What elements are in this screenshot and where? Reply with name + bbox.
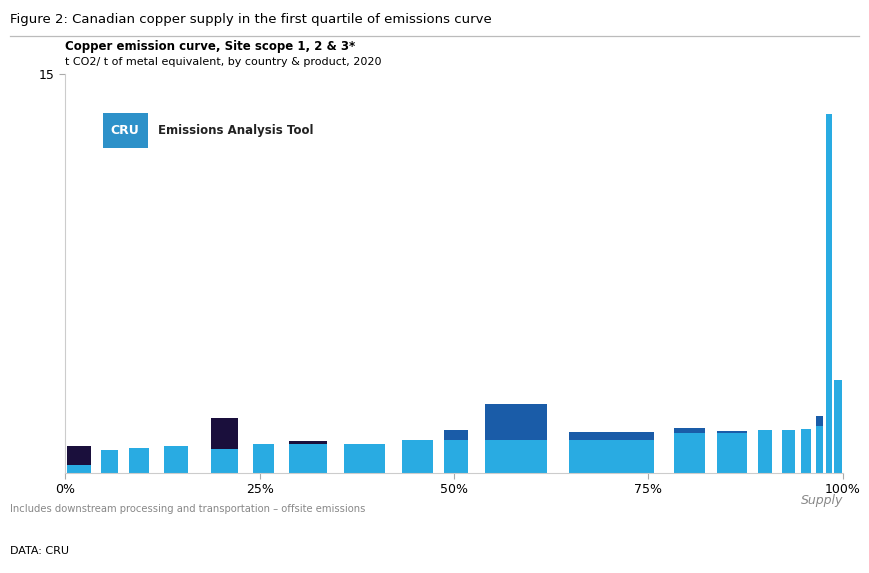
Bar: [129, 448, 149, 473]
Bar: [816, 416, 823, 426]
Bar: [211, 418, 238, 449]
Bar: [289, 444, 327, 473]
Bar: [344, 444, 385, 473]
Text: Emissions Analysis Tool: Emissions Analysis Tool: [158, 124, 314, 137]
Bar: [67, 465, 90, 473]
Text: Includes downstream processing and transportation – offsite emissions: Includes downstream processing and trans…: [10, 504, 366, 514]
Bar: [801, 429, 811, 473]
Bar: [569, 439, 654, 473]
Bar: [486, 439, 547, 473]
Bar: [717, 431, 747, 433]
Bar: [253, 444, 274, 473]
Bar: [759, 430, 772, 473]
Text: Copper emission curve, Site scope 1, 2 & 3*: Copper emission curve, Site scope 1, 2 &…: [65, 40, 355, 53]
Text: DATA: CRU: DATA: CRU: [10, 546, 70, 556]
Text: CRU: CRU: [110, 124, 140, 137]
Bar: [717, 433, 747, 473]
Bar: [289, 441, 327, 444]
Bar: [569, 431, 654, 439]
Bar: [401, 439, 433, 473]
Bar: [211, 449, 238, 473]
Bar: [164, 446, 188, 473]
Bar: [674, 427, 705, 433]
Bar: [444, 439, 468, 473]
Bar: [486, 404, 547, 439]
Text: Supply: Supply: [800, 494, 843, 507]
Text: Figure 2: Canadian copper supply in the first quartile of emissions curve: Figure 2: Canadian copper supply in the …: [10, 13, 492, 26]
Bar: [826, 115, 832, 473]
Text: t CO2/ t of metal equivalent, by country & product, 2020: t CO2/ t of metal equivalent, by country…: [65, 57, 381, 67]
Bar: [67, 446, 90, 465]
Bar: [816, 426, 823, 473]
Bar: [781, 430, 795, 473]
Bar: [834, 380, 842, 473]
Bar: [102, 450, 118, 473]
Bar: [444, 430, 468, 439]
Bar: [674, 433, 705, 473]
